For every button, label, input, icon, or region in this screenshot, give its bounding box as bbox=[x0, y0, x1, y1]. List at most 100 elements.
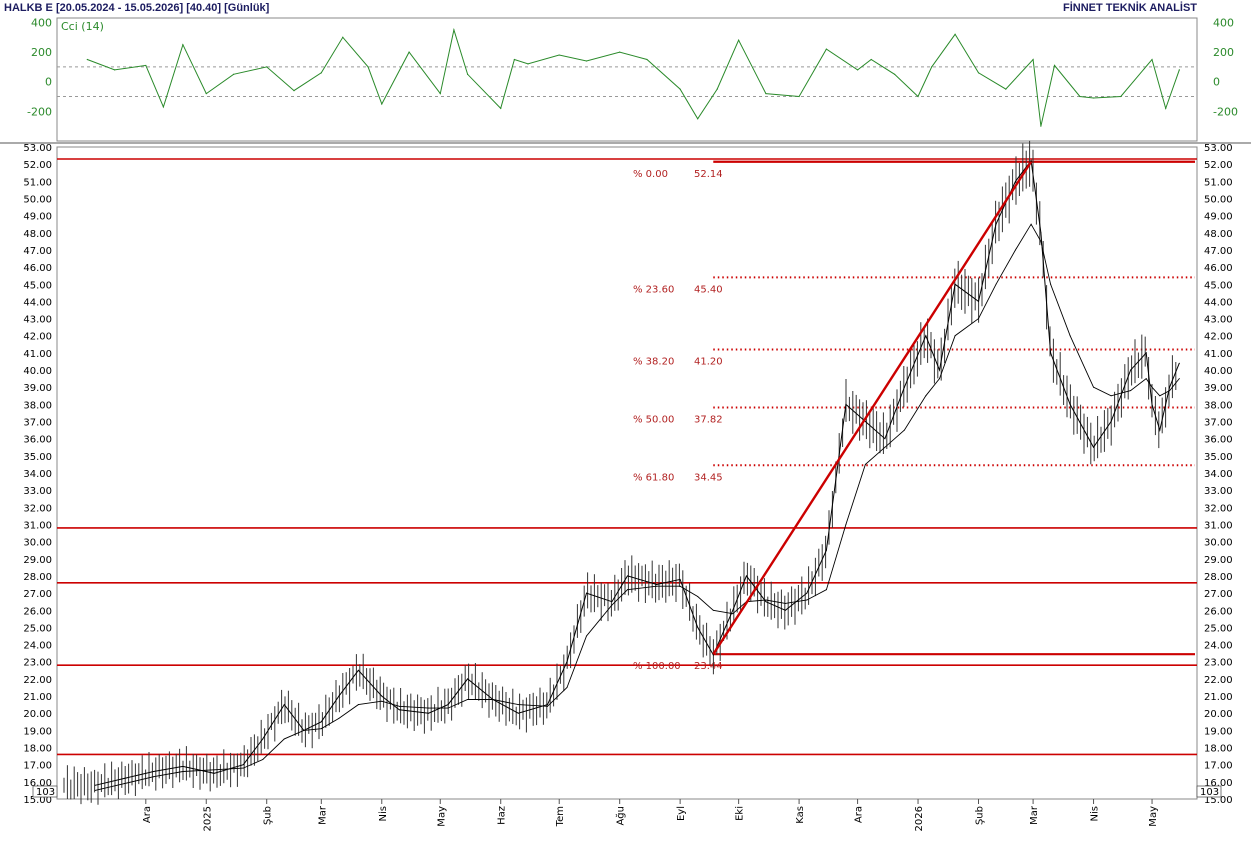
ma-point-16 bbox=[467, 698, 469, 700]
ma-point-4 bbox=[213, 769, 215, 771]
cci-tick-left-1: 200 bbox=[31, 46, 52, 59]
cci-point-15 bbox=[453, 29, 455, 31]
cci-point-25 bbox=[697, 118, 699, 120]
price-tick-right-18: 33.00 bbox=[1204, 486, 1233, 497]
price-tick-left-22: 37.00 bbox=[23, 418, 52, 429]
ma-point-7 bbox=[283, 738, 285, 740]
ma-point-2 bbox=[153, 776, 155, 778]
unit-label-right: 103 bbox=[1200, 787, 1219, 798]
cci-point-17 bbox=[500, 107, 502, 109]
price-point-36 bbox=[884, 438, 886, 440]
ma-point-24 bbox=[656, 585, 658, 587]
cci-tick-left-2: 0 bbox=[45, 76, 52, 89]
fib-level-pct-1: % 23.60 bbox=[633, 284, 674, 295]
price-point-15 bbox=[447, 704, 449, 706]
unit-box-left bbox=[32, 785, 58, 798]
price-tick-left-7: 22.00 bbox=[23, 675, 52, 686]
price-point-50 bbox=[1130, 369, 1132, 371]
ma-point-13 bbox=[398, 705, 400, 707]
fib-level-pct-5: % 100.00 bbox=[633, 661, 681, 672]
price-tick-right-20: 35.00 bbox=[1204, 452, 1233, 463]
ma-point-54 bbox=[1169, 390, 1171, 392]
price-tick-left-14: 29.00 bbox=[23, 555, 52, 566]
fib-level-pct-3: % 50.00 bbox=[633, 414, 674, 425]
ma-point-27 bbox=[712, 609, 714, 611]
fib-level-value-3: 37.82 bbox=[694, 414, 723, 425]
fib-level-value-2: 41.20 bbox=[694, 356, 723, 367]
ma-point-43 bbox=[1015, 249, 1017, 251]
price-tick-right-13: 28.00 bbox=[1204, 572, 1233, 583]
price-point-38 bbox=[925, 335, 927, 337]
cci-point-19 bbox=[527, 63, 529, 65]
price-tick-left-12: 27.00 bbox=[23, 589, 52, 600]
price-point-47 bbox=[1069, 403, 1071, 405]
ma-point-15 bbox=[447, 707, 449, 709]
price-tick-right-15: 30.00 bbox=[1204, 538, 1233, 549]
ma-point-39 bbox=[938, 378, 940, 380]
price-tick-right-3: 18.00 bbox=[1204, 744, 1233, 755]
cci-point-28 bbox=[765, 92, 767, 95]
price-point-52 bbox=[1151, 403, 1153, 405]
price-tick-right-21: 36.00 bbox=[1204, 435, 1233, 446]
chart-header-title: HALKB E [20.05.2024 - 15.05.2026] [40.40… bbox=[4, 2, 270, 14]
ma-point-9 bbox=[320, 728, 322, 730]
chart-header-provider: FİNNET TEKNİK ANALİST bbox=[1062, 2, 1197, 14]
cci-panel bbox=[56, 17, 1198, 142]
x-tick-label-8: Ağu bbox=[615, 806, 627, 826]
unit-box-right bbox=[1196, 785, 1222, 798]
cci-point-7 bbox=[266, 66, 268, 68]
price-tick-left-23: 38.00 bbox=[23, 400, 52, 411]
price-point-11 bbox=[357, 669, 359, 671]
ma-point-5 bbox=[242, 767, 244, 769]
cci-point-9 bbox=[320, 72, 322, 74]
cci-point-0 bbox=[86, 58, 88, 61]
ma-point-0 bbox=[94, 789, 96, 791]
price-tick-left-32: 47.00 bbox=[23, 246, 52, 257]
ma-point-1 bbox=[123, 783, 125, 785]
price-tick-right-36: 51.00 bbox=[1204, 177, 1233, 188]
ma-point-46 bbox=[1050, 283, 1052, 285]
price-tick-left-6: 21.00 bbox=[23, 692, 52, 703]
ma-point-32 bbox=[806, 599, 808, 601]
price-tick-right-16: 31.00 bbox=[1204, 520, 1233, 531]
price-point-0 bbox=[94, 784, 96, 786]
price-tick-left-30: 45.00 bbox=[23, 280, 52, 291]
cci-tick-right-3: -200 bbox=[1213, 105, 1238, 118]
cci-point-45 bbox=[1151, 58, 1153, 61]
ma-point-45 bbox=[1040, 240, 1042, 242]
ma-point-17 bbox=[492, 698, 494, 700]
ma-point-12 bbox=[381, 700, 383, 702]
price-tick-right-0: 15.00 bbox=[1204, 795, 1233, 806]
ma-point-26 bbox=[697, 596, 699, 598]
x-tick-label-1: 2025 bbox=[202, 806, 213, 831]
price-tick-left-0: 15.00 bbox=[23, 795, 52, 806]
cci-point-47 bbox=[1178, 69, 1180, 71]
x-tick-label-16: Nis bbox=[1090, 806, 1101, 821]
moving-average-line bbox=[94, 223, 1180, 791]
cci-point-30 bbox=[825, 48, 827, 50]
price-point-16 bbox=[467, 678, 469, 680]
price-point-1 bbox=[123, 777, 125, 779]
cci-tick-right-0: 400 bbox=[1213, 16, 1234, 29]
ma-point-6 bbox=[262, 759, 264, 761]
cci-point-36 bbox=[954, 33, 956, 35]
price-tick-left-9: 24.00 bbox=[23, 641, 52, 652]
cci-point-33 bbox=[894, 73, 896, 75]
price-point-3 bbox=[182, 765, 184, 767]
x-tick-label-10: Eki bbox=[735, 806, 746, 821]
cci-point-14 bbox=[439, 92, 441, 95]
cci-point-41 bbox=[1053, 64, 1056, 67]
price-tick-left-24: 39.00 bbox=[23, 383, 52, 394]
x-tick-label-7: Tem bbox=[555, 806, 566, 827]
ma-point-41 bbox=[977, 318, 979, 320]
price-tick-right-1: 16.00 bbox=[1204, 778, 1233, 789]
price-point-24 bbox=[656, 584, 658, 586]
price-point-22 bbox=[611, 601, 613, 603]
price-point-10 bbox=[338, 695, 340, 697]
cci-point-38 bbox=[1005, 88, 1007, 90]
cci-point-6 bbox=[232, 73, 235, 75]
cci-point-8 bbox=[293, 90, 295, 92]
fib-level-value-1: 45.40 bbox=[694, 284, 723, 295]
x-tick-label-17: May bbox=[1148, 806, 1159, 827]
